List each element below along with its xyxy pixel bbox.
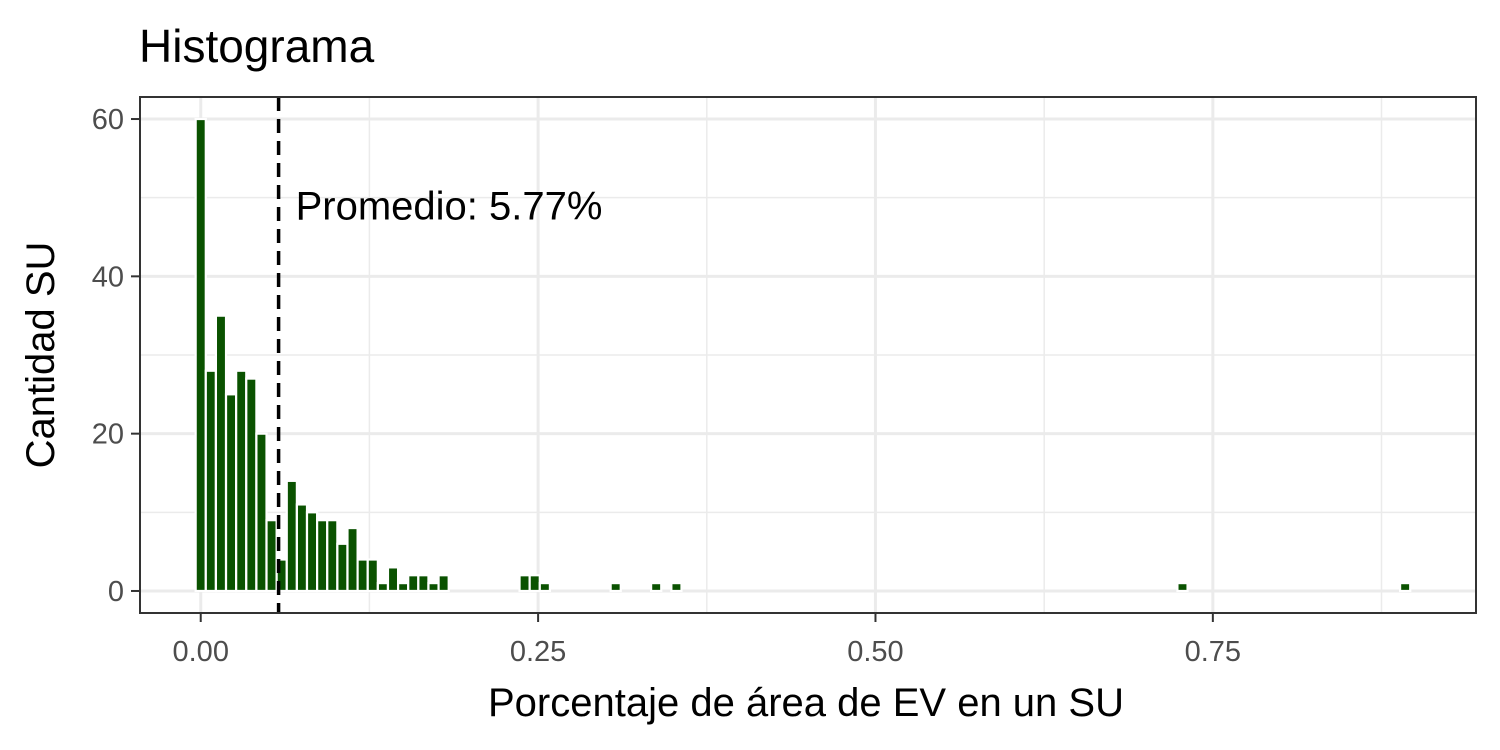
histogram-bar bbox=[356, 558, 369, 593]
y-tick-label: 0 bbox=[108, 576, 124, 608]
histogram-bar bbox=[336, 542, 349, 593]
histogram-bar bbox=[204, 369, 218, 593]
minor-gridlines bbox=[140, 97, 1476, 613]
histogram-bar bbox=[407, 574, 420, 593]
histogram-bar bbox=[235, 369, 248, 593]
histogram-bar bbox=[609, 582, 622, 593]
histogram-bar bbox=[1176, 582, 1189, 593]
x-axis: 0.00 0.25 0.50 0.75 bbox=[173, 613, 1241, 668]
x-axis-title: Porcentaje de área de EV en un SU bbox=[488, 681, 1124, 725]
histogram-bar bbox=[417, 574, 430, 593]
histogram-bar bbox=[386, 566, 400, 593]
histogram-bar bbox=[346, 526, 359, 593]
panel-border bbox=[139, 96, 1477, 614]
x-tick-label: 0.50 bbox=[847, 636, 903, 668]
histogram-bar bbox=[437, 574, 450, 593]
histogram-bar bbox=[538, 582, 552, 593]
histogram-bar bbox=[265, 519, 278, 593]
histogram-bar bbox=[326, 519, 339, 593]
histogram-bar bbox=[670, 582, 683, 593]
histogram-bar bbox=[316, 519, 329, 593]
histogram-bar bbox=[366, 558, 379, 593]
histogram-bar bbox=[295, 503, 309, 593]
histogram-bar bbox=[285, 479, 298, 593]
histogram-bar bbox=[305, 511, 319, 593]
chart-title: Histograma bbox=[139, 20, 375, 72]
y-tick-label: 40 bbox=[92, 261, 124, 293]
mean-annotation: Promedio: 5.77% bbox=[296, 185, 603, 229]
histogram-bar bbox=[396, 582, 410, 593]
histogram-bar bbox=[427, 582, 440, 593]
y-tick-label: 20 bbox=[92, 419, 124, 451]
histogram-bar bbox=[518, 574, 531, 593]
histogram-bar bbox=[376, 582, 390, 593]
histogram-bar bbox=[650, 582, 663, 593]
histogram-bar bbox=[528, 574, 541, 593]
histogram-bar bbox=[255, 432, 268, 593]
y-axis-title: Cantidad SU bbox=[19, 242, 63, 469]
plot-panel: Promedio: 5.77% bbox=[139, 96, 1477, 614]
y-tick-label: 60 bbox=[92, 104, 124, 136]
histogram-bar bbox=[1398, 582, 1412, 593]
histogram-bar bbox=[245, 377, 258, 593]
histogram-bar bbox=[224, 393, 238, 593]
histogram-bars bbox=[194, 117, 1412, 593]
x-tick-label: 0.00 bbox=[173, 636, 229, 668]
histogram-bar bbox=[194, 117, 207, 593]
y-axis: 0 20 40 60 bbox=[92, 104, 140, 608]
x-tick-label: 0.75 bbox=[1185, 636, 1241, 668]
x-tick-label: 0.25 bbox=[510, 636, 566, 668]
histogram-bar bbox=[214, 314, 228, 593]
